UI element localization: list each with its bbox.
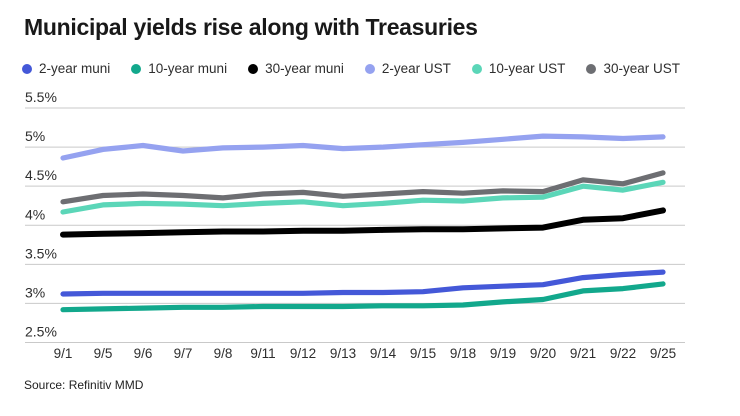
x-tick-label: 9/8: [214, 346, 233, 361]
legend-dot-icon: [586, 63, 597, 74]
x-tick-label: 9/6: [134, 346, 153, 361]
x-tick-label: 9/22: [610, 346, 636, 361]
series-line-30-year-ust: [60, 170, 666, 205]
legend-dot-icon: [248, 63, 259, 74]
x-tick-label: 9/11: [250, 346, 275, 361]
x-tick-label: 9/14: [370, 346, 397, 361]
chart-legend: 2-year muni 10-year muni 30-year muni 2-yea…: [22, 61, 732, 76]
legend-label: 10-year muni: [148, 61, 228, 76]
x-tick-label: 9/19: [490, 346, 516, 361]
x-tick-label: 9/13: [330, 346, 356, 361]
legend-label: 30-year muni: [265, 61, 344, 76]
series-line-2-year-muni: [60, 269, 666, 297]
y-tick-label: 3.5%: [25, 245, 57, 261]
legend-label: 30-year UST: [603, 61, 680, 76]
legend-dot-icon: [364, 63, 375, 74]
legend-label: 10-year UST: [488, 61, 566, 76]
y-tick-label: 4.5%: [25, 167, 57, 183]
chart-title: Municipal yields rise along with Treasur…: [24, 14, 478, 40]
x-tick-label: 9/20: [530, 346, 556, 361]
legend-item-2-year-muni: 2-year muni: [22, 61, 110, 76]
series-line-10-year-ust: [60, 179, 666, 215]
legend-dot-icon: [131, 63, 142, 74]
legend-dot-icon: [22, 63, 32, 74]
x-tick-label: 9/7: [174, 346, 193, 361]
x-tick-label: 9/12: [290, 346, 316, 361]
y-tick-label: 5.5%: [25, 89, 57, 105]
series-line-30-year-muni: [60, 207, 666, 238]
legend-item-2-year-ust: 2-year UST: [364, 61, 451, 76]
legend-label: 2-year UST: [381, 61, 451, 76]
legend-item-30-year-ust: 30-year UST: [586, 61, 680, 76]
y-tick-label: 4%: [25, 206, 45, 222]
legend-item-10-year-ust: 10-year UST: [471, 61, 566, 76]
x-tick-label: 9/18: [450, 346, 476, 361]
legend-item-30-year-muni: 30-year muni: [248, 61, 344, 76]
x-tick-label: 9/5: [94, 346, 113, 361]
legend-item-10-year-muni: 10-year muni: [131, 61, 227, 76]
y-tick-label: 3%: [25, 284, 45, 300]
legend-label: 2-year muni: [39, 61, 111, 76]
x-tick-label: 9/21: [570, 346, 596, 361]
series-line-2-year-ust: [60, 133, 666, 161]
y-tick-label: 5%: [25, 128, 45, 144]
series-line-10-year-muni: [60, 281, 666, 313]
x-tick-label: 9/25: [650, 346, 676, 361]
x-tick-label: 9/1: [54, 346, 73, 361]
x-tick-label: 9/15: [410, 346, 436, 361]
source-note: Source: Refinitiv MMD: [24, 378, 144, 392]
y-tick-label: 2.5%: [25, 324, 57, 340]
legend-dot-icon: [471, 63, 482, 74]
